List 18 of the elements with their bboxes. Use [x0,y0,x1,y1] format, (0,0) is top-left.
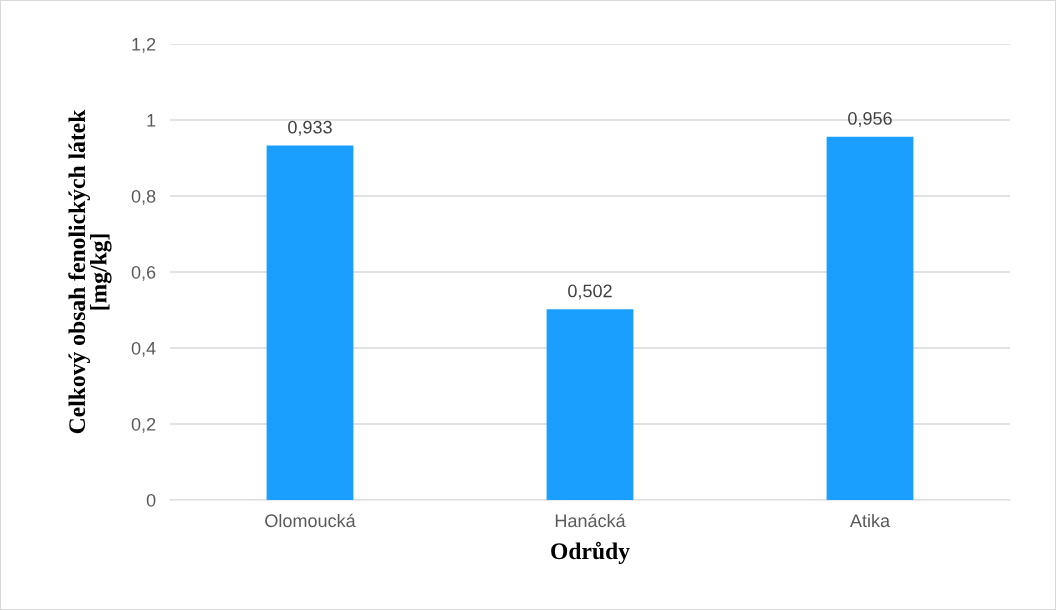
data-label: 0,502 [568,284,612,300]
bar [546,309,634,500]
y-tick-label: 1 [147,114,156,127]
data-label: 0,956 [848,112,892,127]
y-tick-label: 0,4 [131,341,156,357]
y-tick-label: 0,6 [131,265,156,281]
x-tick-label: Hanácká [555,513,626,528]
bar [266,145,354,500]
x-axis-title: Odrůdy [551,541,630,565]
y-tick-label: 0,2 [131,417,156,433]
bar [826,136,914,500]
y-tick-label: 0 [146,493,156,507]
y-tick-label: 1,2 [132,37,156,53]
y-tick-label: 0,8 [131,189,156,205]
x-tick-label: Olomoucká [265,513,356,528]
data-label: 0,933 [288,120,332,136]
x-tick-label: Atika [849,513,891,528]
y-axis-title: Celkový obsah fenolických látek [mg/kg] [68,109,112,434]
